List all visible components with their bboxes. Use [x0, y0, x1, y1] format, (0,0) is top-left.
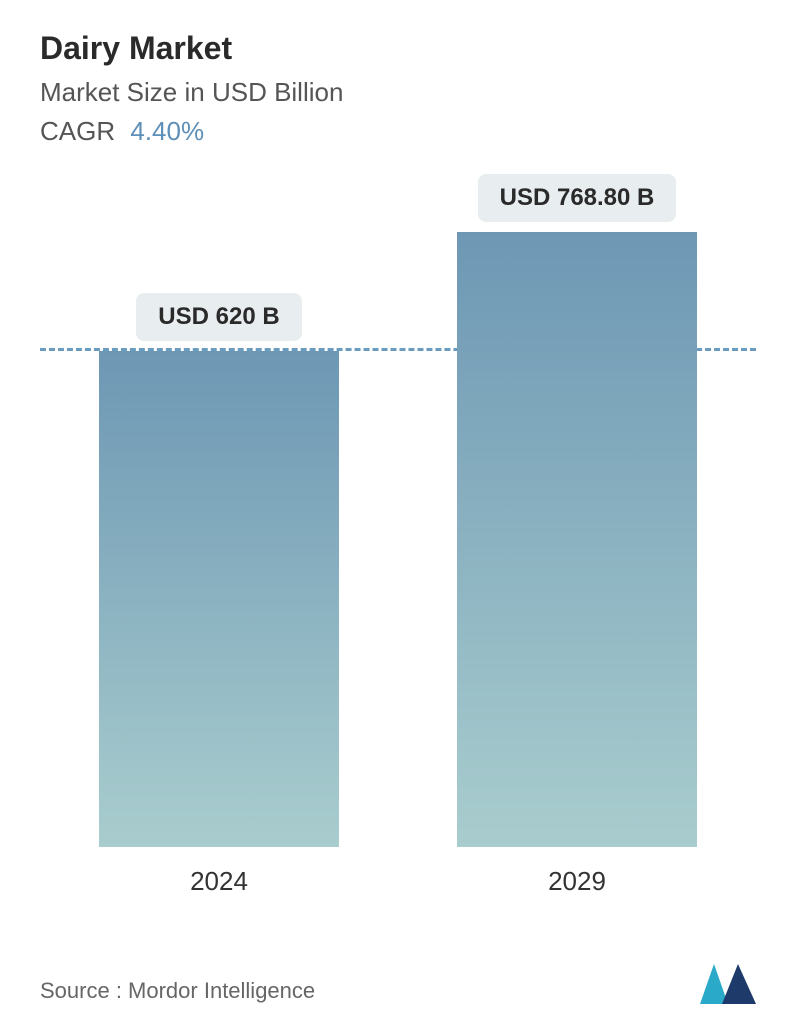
- chart-area: USD 620 B2024USD 768.80 B2029: [40, 207, 756, 907]
- bars-container: USD 620 B2024USD 768.80 B2029: [40, 207, 756, 847]
- chart-header: Dairy Market Market Size in USD Billion …: [40, 30, 756, 147]
- cagr-label: CAGR: [40, 116, 115, 146]
- source-text: Source : Mordor Intelligence: [40, 978, 315, 1004]
- cagr-line: CAGR 4.40%: [40, 116, 756, 147]
- year-label: 2024: [190, 866, 248, 897]
- value-pill: USD 768.80 B: [478, 174, 677, 222]
- brand-logo-icon: [700, 964, 756, 1004]
- chart-title: Dairy Market: [40, 30, 756, 67]
- bar: [99, 351, 339, 847]
- chart-subtitle: Market Size in USD Billion: [40, 77, 756, 108]
- value-pill: USD 620 B: [136, 293, 301, 341]
- year-label: 2029: [548, 866, 606, 897]
- bar-group: USD 768.80 B2029: [447, 174, 707, 847]
- bar: [457, 232, 697, 847]
- chart-footer: Source : Mordor Intelligence: [40, 964, 756, 1004]
- bar-group: USD 620 B2024: [89, 293, 349, 847]
- cagr-value: 4.40%: [130, 116, 204, 146]
